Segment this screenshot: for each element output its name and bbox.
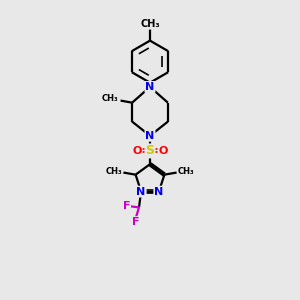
Text: N: N [146,131,154,141]
Text: CH₃: CH₃ [106,167,122,176]
Text: N: N [136,187,146,196]
Text: F: F [123,201,130,211]
Text: N: N [146,82,154,92]
Text: CH₃: CH₃ [102,94,118,103]
Text: N: N [154,187,164,196]
Text: O: O [158,146,168,156]
Text: S: S [146,144,154,158]
Text: CH₃: CH₃ [178,167,194,176]
Text: F: F [132,217,140,227]
Text: CH₃: CH₃ [140,19,160,29]
Text: O: O [132,146,142,156]
